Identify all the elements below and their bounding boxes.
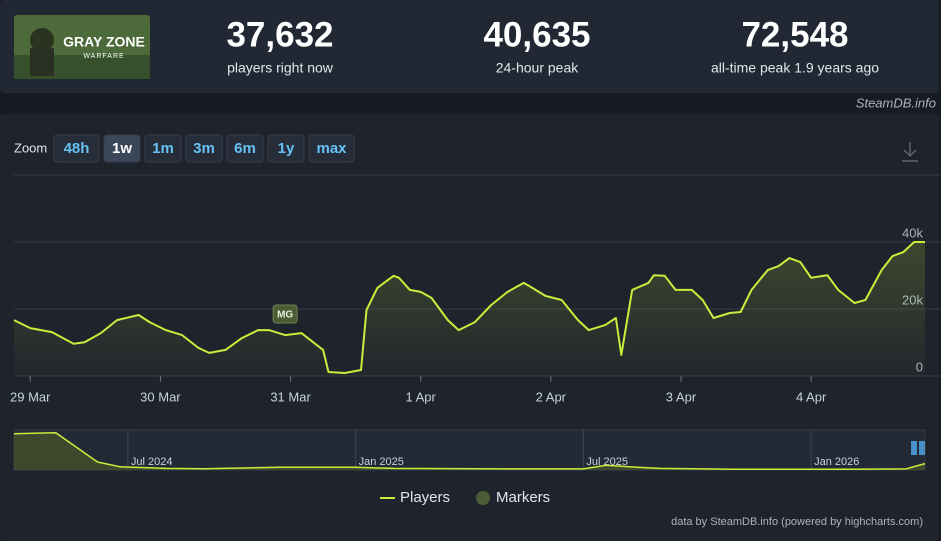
zoom-button[interactable]	[53, 134, 100, 163]
source: SteamDB.info	[856, 95, 936, 110]
logo-subtitle: WARFARE	[83, 53, 124, 60]
zoom-button[interactable]	[267, 134, 305, 163]
stat-value: 40,635	[483, 15, 590, 54]
stat-label: players right now	[227, 60, 334, 76]
zoom-button-label[interactable]: 1w	[112, 140, 132, 157]
stat-label: 24-hour peak	[496, 60, 580, 76]
download-icon[interactable]	[902, 142, 918, 162]
zoom-button[interactable]	[308, 134, 355, 163]
stat-value: 37,632	[226, 15, 333, 54]
marker-flag	[272, 304, 298, 324]
navigator-tick-label: Jul 2024	[131, 456, 173, 468]
stat-value: 72,548	[741, 15, 848, 54]
zoom-label: Zoom	[14, 140, 47, 155]
navigator-bg	[13, 429, 926, 471]
x-tick-label: 3 Apr	[666, 389, 697, 404]
x-tick-label: 4 Apr	[796, 389, 827, 404]
line	[13, 241, 925, 374]
navigator-handle[interactable]	[911, 441, 917, 455]
zoom-button[interactable]	[103, 134, 141, 163]
navigator-area	[14, 432, 925, 470]
marker-label: MG	[277, 310, 293, 321]
zoom-button[interactable]	[226, 134, 264, 163]
logo-title: GRAY ZONE	[63, 34, 145, 50]
navigator-tick-label: Jan 2026	[814, 456, 859, 468]
area	[14, 242, 925, 376]
stat-label: all-time peak 1.9 years ago	[711, 60, 879, 76]
zoom-button-label[interactable]: 1y	[278, 140, 295, 157]
x-tick-label: 31 Mar	[270, 389, 311, 404]
zoom-button-label[interactable]: 48h	[64, 140, 90, 157]
x-tick-label: 29 Mar	[10, 389, 51, 404]
legend-marker	[476, 491, 490, 505]
zoom-button-label[interactable]: 1m	[152, 140, 174, 157]
navigator-line	[13, 431, 926, 470]
navigator-tick-label: Jul 2025	[586, 456, 628, 468]
navigator-tick-label: Jan 2025	[359, 456, 404, 468]
x-tick-label: 1 Apr	[406, 389, 437, 404]
legend-label[interactable]: Markers	[496, 489, 550, 506]
y-tick-label: 40k	[902, 225, 923, 240]
game-logo: GRAY ZONE WARFARE	[14, 15, 150, 79]
zoom-button-label[interactable]: 6m	[234, 140, 256, 157]
zoom-button-label[interactable]: max	[316, 140, 347, 157]
x-tick-label: 2 Apr	[536, 389, 567, 404]
header-panel	[0, 0, 939, 93]
zoom-button[interactable]	[185, 134, 223, 163]
navigator-handle[interactable]	[919, 441, 925, 455]
zoom-button-label[interactable]: 3m	[193, 140, 215, 157]
zoom-button[interactable]	[144, 134, 182, 163]
x-tick-label: 30 Mar	[140, 389, 181, 404]
credits: data by SteamDB.info (powered by highcha…	[671, 516, 923, 528]
legend-label[interactable]: Players	[400, 489, 450, 506]
